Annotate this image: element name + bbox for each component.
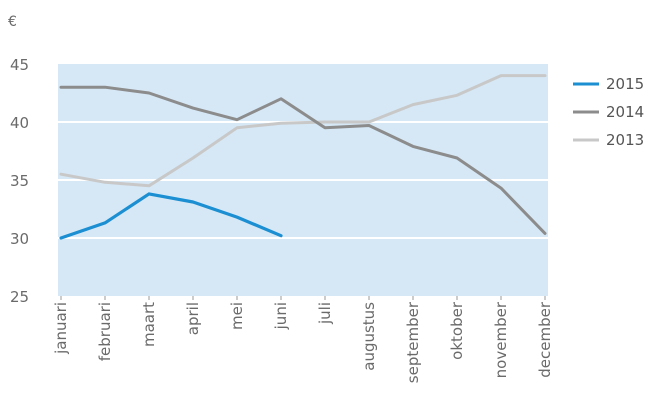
x-tick-label-maart: maart [140, 302, 158, 347]
series-line-2014 [59, 85, 547, 235]
series-line-2013 [59, 74, 547, 188]
legend: 2015 2014 2013 [573, 75, 644, 149]
y-tick-label-40: 40 [10, 114, 29, 132]
x-axis-ticks: januari februari maart april mei juni juli augu… [52, 296, 554, 383]
y-axis-ticks: 25 30 35 40 45 [10, 56, 29, 306]
x-tick-label-februari: februari [96, 302, 114, 361]
x-tick-label-september: september [404, 301, 422, 383]
y-tick-label-25: 25 [10, 288, 29, 306]
legend-label-2015: 2015 [606, 75, 644, 93]
x-tick-label-juni: juni [272, 302, 290, 330]
x-tick-label-mei: mei [228, 302, 246, 330]
series-lines [59, 74, 547, 240]
legend-label-2014: 2014 [606, 103, 644, 121]
x-tick-label-juli: juli [316, 302, 334, 325]
series-line-2015 [59, 192, 283, 240]
legend-label-2013: 2013 [606, 131, 644, 149]
x-tick-label-december: december [536, 301, 554, 378]
x-tick-label-januari: januari [52, 302, 70, 355]
x-tick-label-april: april [184, 302, 202, 335]
y-axis-unit-label: € [8, 14, 17, 30]
x-tick-label-oktober: oktober [448, 301, 466, 360]
y-tick-label-30: 30 [10, 230, 29, 248]
x-tick-label-augustus: augustus [360, 302, 378, 371]
y-tick-label-45: 45 [10, 56, 29, 74]
x-tick-label-november: november [492, 301, 510, 378]
y-tick-label-35: 35 [10, 172, 29, 190]
